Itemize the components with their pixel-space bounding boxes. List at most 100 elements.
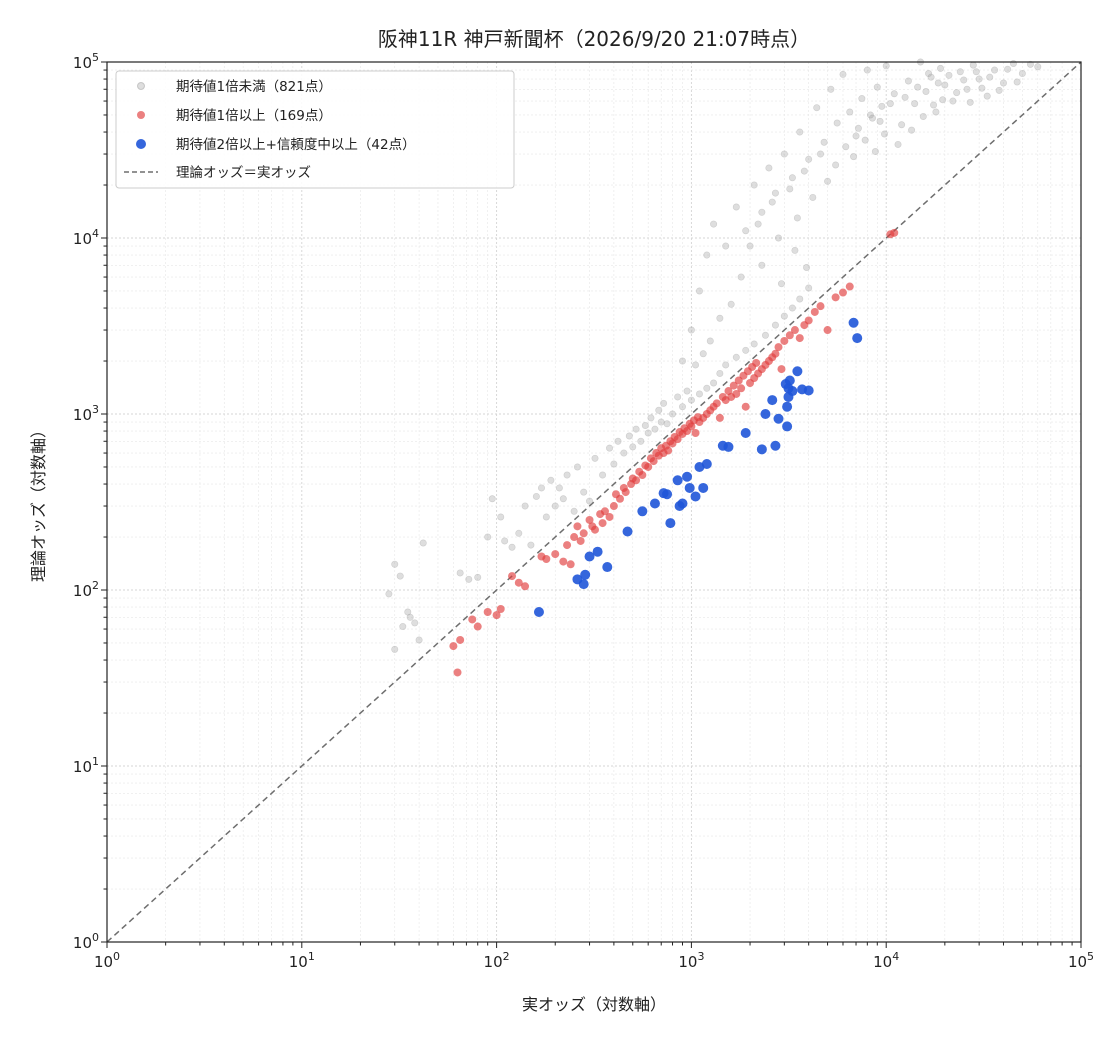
point-above-2x [622, 526, 633, 537]
point-below-1x [969, 61, 977, 69]
point-above-2x [740, 427, 751, 438]
point-above-2x [580, 569, 591, 580]
point-below-1x [419, 539, 427, 547]
point-above-2x [756, 444, 767, 455]
point-below-1x [983, 92, 991, 100]
point-below-1x [683, 387, 691, 395]
point-below-1x [788, 174, 796, 182]
point-below-1x [930, 101, 938, 109]
point-below-1x [742, 346, 750, 354]
point-above-2x [698, 482, 709, 493]
point-below-1x [861, 136, 869, 144]
point-above-1x [845, 282, 854, 291]
legend-label-above-2x: 期待値2倍以上+信頼度中以上（42点） [176, 137, 416, 153]
point-above-1x [605, 512, 614, 521]
point-above-1x [741, 402, 750, 411]
point-below-1x [901, 93, 909, 101]
point-below-1x [758, 261, 766, 269]
point-below-1x [966, 98, 974, 106]
point-above-1x [559, 557, 568, 566]
reference-line-diagonal [106, 61, 1082, 943]
point-below-1x [765, 164, 773, 172]
point-above-2x [780, 379, 791, 390]
x-tick-label: 104 [873, 950, 899, 971]
point-above-1x [492, 611, 501, 620]
point-above-2x [665, 518, 676, 529]
point-above-1x [579, 529, 588, 538]
point-above-1x [780, 336, 789, 345]
point-above-1x [890, 228, 899, 237]
point-below-1x [391, 645, 399, 653]
point-above-2x [684, 482, 695, 493]
point-above-1x [752, 358, 761, 367]
point-above-2x [701, 458, 712, 469]
point-above-1x [508, 572, 517, 581]
point-above-1x [823, 326, 832, 335]
point-below-1x [732, 203, 740, 211]
point-above-1x [646, 454, 655, 463]
point-above-2x [690, 491, 701, 502]
point-below-1x [695, 287, 703, 295]
point-above-1x [785, 331, 794, 340]
point-above-2x [677, 498, 688, 509]
point-below-1x [641, 422, 649, 430]
x-tick-label: 105 [1068, 950, 1094, 971]
point-below-1x [710, 379, 718, 387]
point-below-1x [484, 533, 492, 541]
point-below-1x [922, 87, 930, 95]
point-below-1x [465, 575, 473, 583]
point-below-1x [771, 189, 779, 197]
point-below-1x [817, 150, 825, 158]
point-below-1x [695, 390, 703, 398]
y-tick-label: 100 [73, 931, 99, 952]
point-above-2x [803, 385, 814, 396]
point-below-1x [850, 153, 858, 161]
point-below-1x [991, 66, 999, 74]
point-above-2x [662, 489, 673, 500]
point-below-1x [956, 68, 964, 76]
point-above-1x [483, 607, 492, 616]
point-below-1x [796, 295, 804, 303]
point-below-1x [647, 414, 655, 422]
point-below-1x [625, 432, 633, 440]
point-below-1x [629, 443, 637, 451]
point-below-1x [591, 454, 599, 462]
point-above-1x [473, 622, 482, 631]
point-below-1x [777, 280, 785, 288]
point-below-1x [737, 273, 745, 281]
point-below-1x [632, 425, 640, 433]
point-below-1x [687, 326, 695, 334]
point-below-1x [986, 73, 994, 81]
point-below-1x [710, 220, 718, 228]
y-tick-label: 102 [73, 579, 99, 600]
point-above-1x [566, 560, 575, 569]
legend-marker-below-1x [137, 82, 145, 90]
point-below-1x [878, 102, 886, 110]
point-below-1x [882, 62, 890, 70]
point-above-2x [592, 546, 603, 557]
point-above-1x [715, 413, 724, 422]
point-below-1x [399, 623, 407, 631]
point-below-1x [937, 64, 945, 72]
point-below-1x [1034, 63, 1042, 71]
point-below-1x [559, 495, 567, 503]
point-above-2x [682, 471, 693, 482]
point-below-1x [803, 263, 811, 271]
point-below-1x [1004, 65, 1012, 73]
legend-box [115, 70, 515, 189]
point-below-1x [839, 70, 847, 78]
legend-label-diagonal: 理論オッズ＝実オッズ [176, 165, 311, 181]
point-above-2x [578, 579, 589, 590]
point-above-1x [693, 413, 702, 422]
point-above-2x [770, 440, 781, 451]
point-above-1x [838, 288, 847, 297]
point-above-1x [609, 502, 618, 511]
point-above-1x [724, 387, 733, 396]
point-below-1x [932, 108, 940, 116]
point-below-1x [975, 75, 983, 83]
point-below-1x [396, 572, 404, 580]
point-below-1x [780, 150, 788, 158]
point-below-1x [868, 114, 876, 122]
point-below-1x [824, 177, 832, 185]
point-below-1x [866, 111, 874, 119]
